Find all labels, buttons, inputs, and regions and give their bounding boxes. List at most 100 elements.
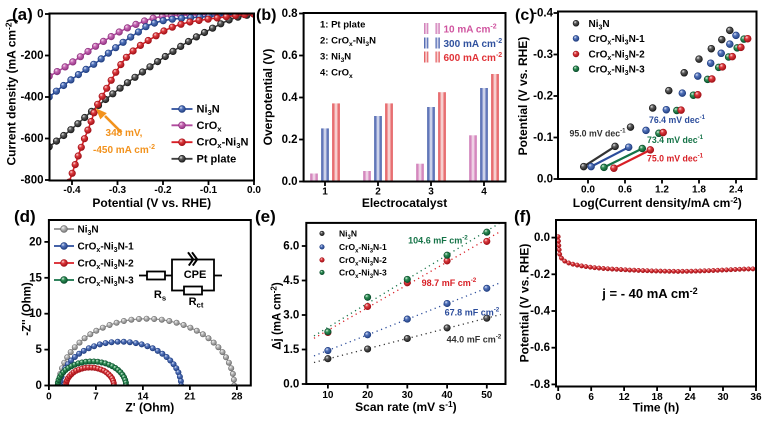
svg-text:CrOx​-Ni3​N-2: CrOx​-Ni3​N-2	[339, 255, 387, 268]
svg-text:0.6: 0.6	[282, 50, 298, 62]
svg-text:0.0: 0.0	[537, 174, 553, 186]
svg-text:Current density (mA cm-2​): Current density (mA cm-2​)	[4, 18, 19, 165]
svg-text:0.0: 0.0	[581, 185, 595, 196]
svg-text:Ni3​N: Ni3​N	[197, 104, 220, 118]
svg-text:0: 0	[555, 392, 561, 403]
svg-text:Potential (V vs. RHE): Potential (V vs. RHE)	[92, 196, 211, 210]
svg-text:10 mA cm-2​: 10 mA cm-2​	[444, 24, 497, 36]
svg-text:50: 50	[481, 390, 493, 401]
svg-text:CrOx​: CrOx​	[197, 120, 223, 134]
svg-text:95.0 mV dec-1​: 95.0 mV dec-1​	[569, 128, 626, 139]
svg-text:3.0: 3.0	[283, 310, 299, 322]
svg-text:3: 3	[428, 187, 434, 198]
svg-text:4.5: 4.5	[283, 275, 300, 287]
svg-text:0.8: 0.8	[282, 8, 299, 20]
svg-text:1.5: 1.5	[283, 344, 300, 356]
svg-text:-0.2: -0.2	[533, 91, 553, 103]
svg-text:-Z'' (Ohm): -Z'' (Ohm)	[22, 282, 34, 336]
svg-text:0.0: 0.0	[534, 232, 550, 244]
svg-text:CrOx​-Ni3​N-1: CrOx​-Ni3​N-1	[339, 242, 387, 255]
svg-text:73.4 mV dec-1​: 73.4 mV dec-1​	[647, 134, 704, 145]
svg-text:CrOx​-Ni3​N-1: CrOx​-Ni3​N-1	[78, 242, 135, 255]
svg-text:(b): (b)	[256, 7, 276, 24]
svg-text:14: 14	[137, 392, 149, 403]
svg-text:Ni3​N: Ni3​N	[589, 19, 610, 32]
svg-text:CrOx​-Ni3​N-1: CrOx​-Ni3​N-1	[589, 34, 646, 47]
svg-text:CrOx​-Ni3​N-3: CrOx​-Ni3​N-3	[339, 268, 387, 281]
svg-text:-600: -600	[20, 133, 43, 145]
svg-text:-0.2: -0.2	[530, 269, 550, 281]
svg-text:-0.8: -0.8	[530, 379, 550, 391]
svg-text:20: 20	[362, 390, 374, 401]
svg-text:2: 2	[375, 187, 381, 198]
svg-text:-0.4: -0.4	[63, 185, 81, 196]
svg-text:30: 30	[717, 392, 729, 403]
svg-text:24: 24	[684, 392, 696, 403]
svg-text:-0.1: -0.1	[533, 132, 553, 144]
svg-text:Overpotential (V): Overpotential (V)	[261, 49, 275, 146]
svg-text:CrOx​-Ni3​N: CrOx​-Ni3​N	[197, 137, 249, 151]
svg-text:-0.6: -0.6	[530, 342, 550, 354]
svg-text:300 mA cm-2​: 300 mA cm-2​	[444, 38, 503, 50]
svg-text:(e): (e)	[255, 207, 276, 226]
svg-text:15: 15	[29, 272, 42, 284]
svg-text:44.0 mF cm-2​: 44.0 mF cm-2​	[447, 334, 502, 345]
svg-text:0: 0	[35, 380, 41, 392]
svg-text:30: 30	[402, 390, 414, 401]
svg-text:Electrocatalyst: Electrocatalyst	[362, 196, 447, 210]
svg-text:1: 1	[322, 187, 328, 198]
svg-text:28: 28	[231, 392, 243, 403]
svg-text:-0.2: -0.2	[154, 185, 172, 196]
svg-text:-200: -200	[20, 50, 43, 62]
svg-text:1.2: 1.2	[655, 185, 669, 196]
svg-text:0.0: 0.0	[283, 379, 299, 391]
svg-text:40: 40	[442, 390, 454, 401]
svg-text:(d): (d)	[14, 207, 36, 226]
svg-text:12: 12	[619, 392, 631, 403]
svg-text:75.0 mV dec-1​: 75.0 mV dec-1​	[647, 153, 704, 164]
svg-text:104.6 mF cm-2​: 104.6 mF cm-2​	[408, 235, 468, 246]
svg-text:0.0: 0.0	[282, 176, 298, 188]
svg-text:0.2: 0.2	[282, 134, 298, 146]
svg-text:Potential (V vs. RHE): Potential (V vs. RHE)	[518, 244, 532, 363]
svg-text:1.8: 1.8	[692, 185, 706, 196]
svg-text:7: 7	[93, 392, 99, 403]
svg-text:6.0: 6.0	[283, 241, 299, 253]
svg-text:10: 10	[29, 308, 42, 320]
svg-text:(c): (c)	[515, 7, 535, 24]
svg-text:Z' (Ohm): Z' (Ohm)	[125, 401, 174, 415]
svg-text:CPE: CPE	[184, 269, 207, 281]
svg-text:348 mV,: 348 mV,	[106, 128, 143, 139]
svg-text:18: 18	[652, 392, 664, 403]
svg-text:600 mA cm-2​: 600 mA cm-2​	[444, 52, 503, 64]
svg-text:-0.3: -0.3	[109, 185, 127, 196]
svg-text:76.4 mV dec-1​: 76.4 mV dec-1​	[649, 114, 706, 125]
svg-text:(f): (f)	[514, 207, 531, 226]
svg-text:CrOx​-Ni3​N-3: CrOx​-Ni3​N-3	[589, 64, 646, 77]
svg-text:Ni3​N: Ni3​N	[78, 225, 99, 238]
svg-text:Scan rate (mV s-1​): Scan rate (mV s-1​)	[355, 399, 457, 414]
svg-text:5: 5	[35, 344, 42, 356]
svg-text:-0.4: -0.4	[530, 306, 550, 318]
svg-text:4: CrOx​: 4: CrOx​	[320, 68, 353, 81]
svg-text:-400: -400	[20, 92, 43, 104]
svg-text:4: 4	[481, 187, 487, 198]
svg-text:3: Ni3​N: 3: Ni3​N	[320, 52, 351, 65]
svg-text:36: 36	[750, 392, 762, 403]
svg-text:0.6: 0.6	[618, 185, 632, 196]
svg-text:6: 6	[588, 392, 594, 403]
svg-text:CrOx​-Ni3​N-3: CrOx​-Ni3​N-3	[78, 276, 135, 289]
svg-text:Potential (V vs. RHE): Potential (V vs. RHE)	[516, 37, 530, 156]
svg-text:(a): (a)	[12, 5, 33, 24]
svg-text:Time (h): Time (h)	[633, 401, 679, 415]
svg-text:j = - 40 mA cm-2​: j = - 40 mA cm-2​	[601, 286, 697, 301]
svg-text:2: CrOx​-Ni3​N: 2: CrOx​-Ni3​N	[320, 36, 376, 49]
svg-text:-800: -800	[20, 175, 43, 187]
svg-text:-450 mA cm-2​: -450 mA cm-2​	[93, 144, 155, 156]
svg-text:-0.1: -0.1	[200, 185, 218, 196]
svg-text:CrOx​-Ni3​N-2: CrOx​-Ni3​N-2	[589, 50, 646, 63]
svg-text:2.4: 2.4	[729, 185, 743, 196]
svg-text:20: 20	[29, 236, 42, 248]
svg-text:0: 0	[37, 9, 43, 21]
svg-text:10: 10	[322, 390, 334, 401]
